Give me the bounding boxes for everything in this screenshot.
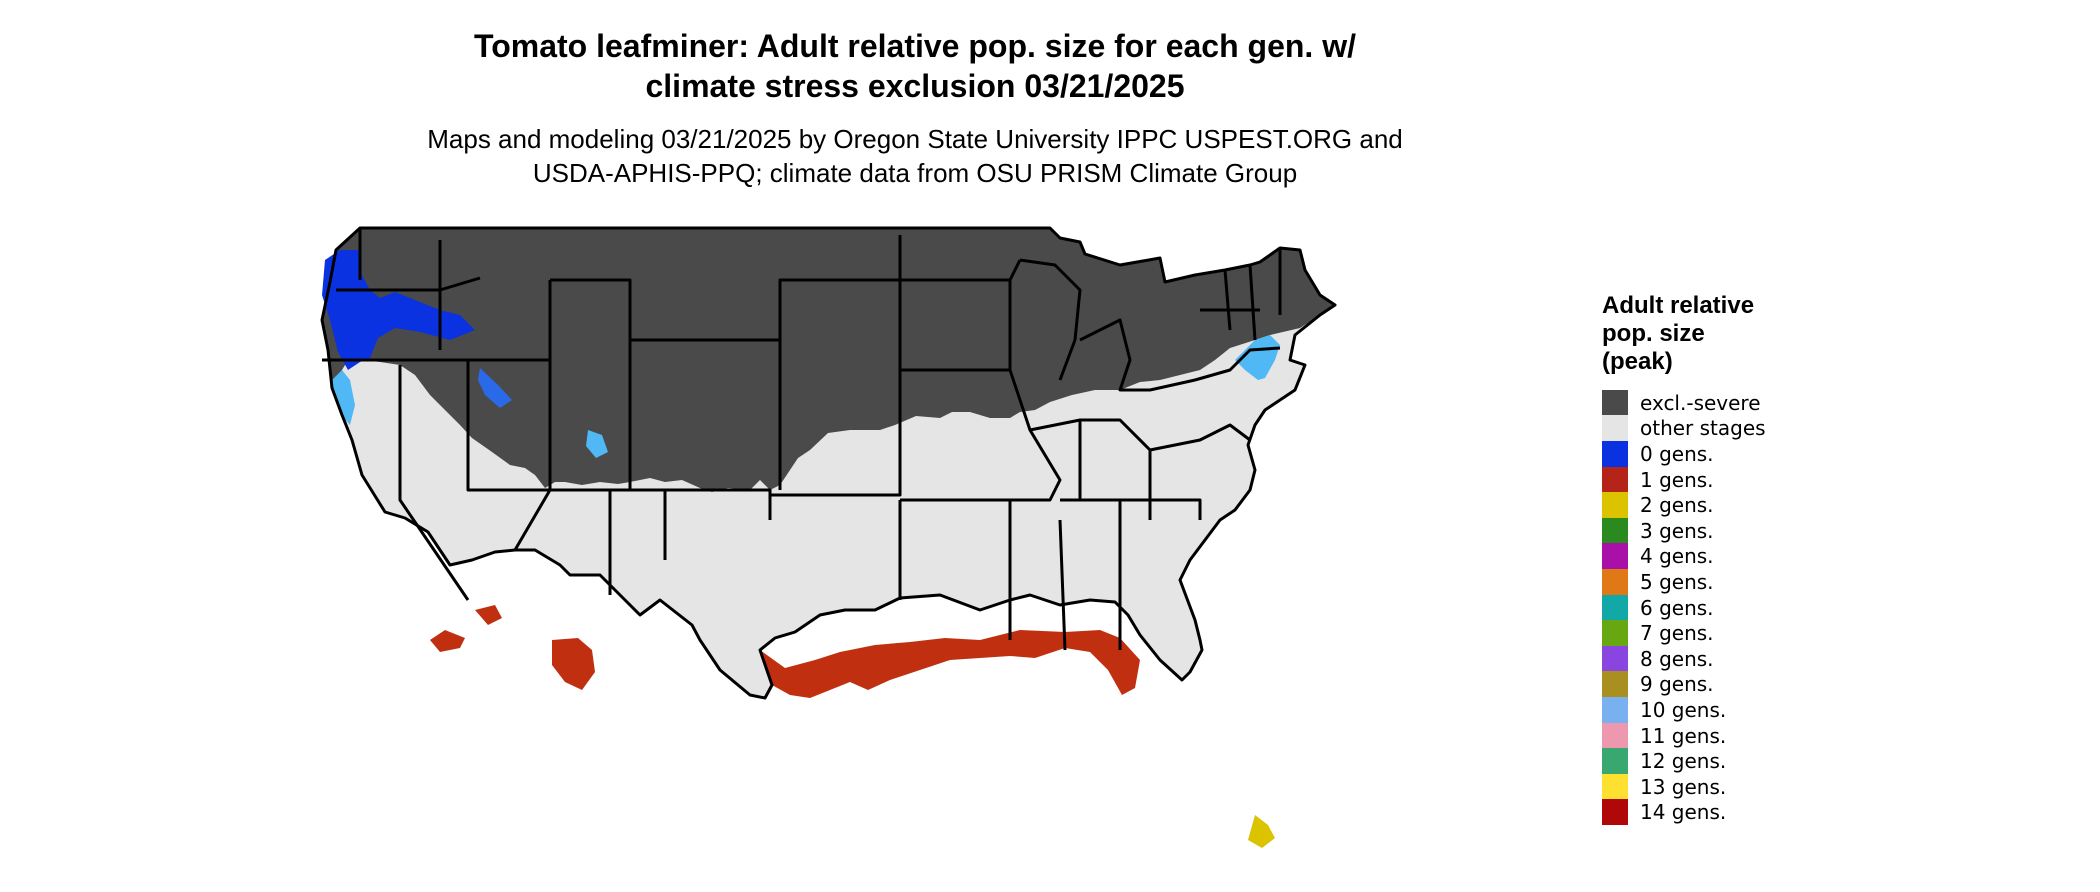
sw-1-gens [430,605,595,690]
legend-item: 11 gens. [1602,722,1902,749]
legend-swatch [1602,543,1628,570]
legend-swatch [1602,594,1628,621]
legend-item: excl.-severe [1602,389,1902,416]
state-borders [320,226,1337,700]
legend-item: 5 gens. [1602,568,1902,595]
legend-item: 14 gens. [1602,799,1902,826]
legend-label: 1 gens. [1640,467,1714,492]
map-title-line2: climate stress exclusion 03/21/2025 [645,68,1185,104]
legend-label: 3 gens. [1640,518,1714,543]
legend-label: other stages [1640,416,1766,441]
legend-title-line2: pop. size [1602,320,1705,347]
legend-item: 10 gens. [1602,696,1902,723]
legend-item: 2 gens. [1602,492,1902,519]
legend-label: 2 gens. [1640,493,1714,518]
legend-swatch [1602,440,1628,467]
idaho-blue [478,368,512,408]
legend-swatch [1602,466,1628,493]
legend-label: 13 gens. [1640,774,1727,799]
legend-label: 11 gens. [1640,723,1727,748]
legend-label: 10 gens. [1640,697,1727,722]
legend-swatch [1602,773,1628,800]
legend-swatch [1602,748,1628,775]
legend-item: 12 gens. [1602,748,1902,775]
legend-swatch [1602,517,1628,544]
legend-item: 1 gens. [1602,466,1902,493]
legend-swatch [1602,389,1628,416]
legend-label: 0 gens. [1640,441,1714,466]
legend-item: 4 gens. [1602,543,1902,570]
pnw-light-blue [332,370,355,425]
legend-swatch [1602,568,1628,595]
legend-title-line1: Adult relative [1602,292,1755,319]
map-title: Tomato leafminer: Adult relative pop. si… [0,26,1830,106]
us-land-excluded [322,228,1335,492]
map-subtitle-line2: USDA-APHIS-PPQ; climate data from OSU PR… [532,158,1298,188]
legend-item: 3 gens. [1602,517,1902,544]
legend-label: 14 gens. [1640,800,1727,825]
legend-items: excl.-severe other stages 0 gens. 1 gens. 2 … [1602,389,1902,826]
legend-item: 8 gens. [1602,645,1902,672]
legend-label: 6 gens. [1640,595,1714,620]
legend-title: Adult relative pop. size (peak) [1602,292,1902,376]
us-map [320,226,1337,848]
legend-swatch [1602,620,1628,647]
legend-item: 13 gens. [1602,773,1902,800]
map-subtitle: Maps and modeling 03/21/2025 by Oregon S… [0,122,1830,190]
legend-swatch [1602,645,1628,672]
legend-swatch [1602,492,1628,519]
legend-label: 8 gens. [1640,646,1714,671]
map-title-line1: Tomato leafminer: Adult relative pop. si… [474,28,1356,64]
fl-2-gens [1248,815,1275,848]
legend-item: other stages [1602,415,1902,442]
legend-label: 5 gens. [1640,569,1714,594]
legend-swatch [1602,671,1628,698]
legend-swatch [1602,722,1628,749]
legend-item: 6 gens. [1602,594,1902,621]
legend-swatch [1602,696,1628,723]
legend-item: 9 gens. [1602,671,1902,698]
legend: Adult relative pop. size (peak) excl.-se… [1602,292,1902,826]
legend-swatch [1602,799,1628,826]
legend-swatch [1602,415,1628,442]
legend-label: 7 gens. [1640,621,1714,646]
legend-label: excl.-severe [1640,390,1761,415]
gulf-1-gens [760,630,1140,698]
ne-blue [1235,335,1280,380]
map-subtitle-line1: Maps and modeling 03/21/2025 by Oregon S… [427,124,1403,154]
utah-blue [586,430,608,458]
legend-item: 0 gens. [1602,440,1902,467]
legend-item: 7 gens. [1602,620,1902,647]
legend-title-line3: (peak) [1602,348,1673,375]
legend-label: 9 gens. [1640,672,1714,697]
legend-label: 12 gens. [1640,749,1727,774]
legend-label: 4 gens. [1640,544,1714,569]
